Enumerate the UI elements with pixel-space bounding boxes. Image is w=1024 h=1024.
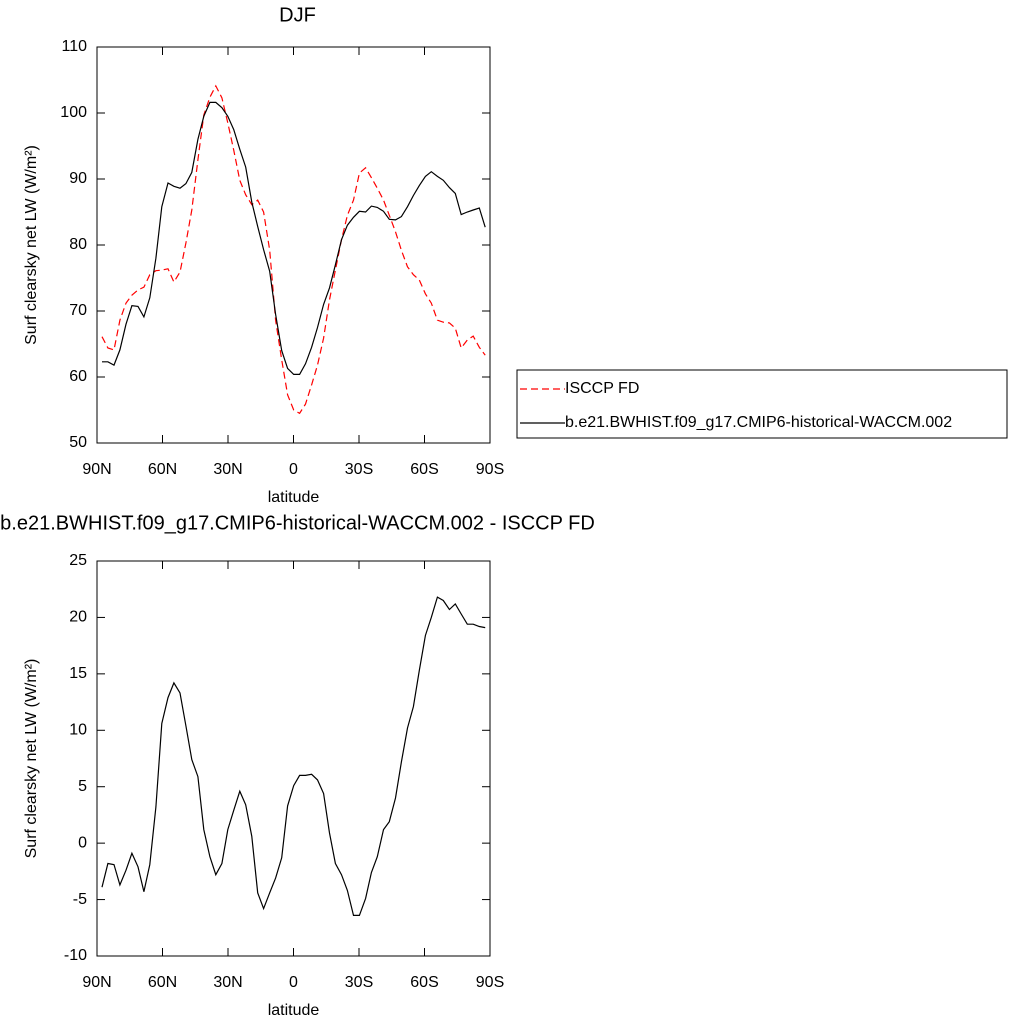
plot-frame <box>96 560 491 957</box>
y-tick-label: 15 <box>69 665 87 682</box>
y-tick-label: 0 <box>78 834 87 851</box>
data-line <box>101 84 486 415</box>
plot-frame <box>96 46 491 444</box>
y-tick-label: 50 <box>69 434 87 451</box>
x-tick-label: 60S <box>410 974 438 991</box>
y-tick-label: 60 <box>69 368 87 385</box>
y-tick-label: 70 <box>69 302 87 319</box>
data-line <box>101 596 486 916</box>
data-line <box>102 101 486 375</box>
x-tick-label: 90N <box>82 974 111 991</box>
y-tick-label: 20 <box>69 609 87 626</box>
x-tick-label: 60N <box>148 461 177 478</box>
chart-title: b.e21.BWHIST.f09_g17.CMIP6-historical-WA… <box>0 512 595 534</box>
x-tick-label: 90N <box>82 461 111 478</box>
legend-label: b.e21.BWHIST.f09_g17.CMIP6-historical-WA… <box>565 414 952 431</box>
y-tick-label: 110 <box>61 38 87 55</box>
x-axis-label: latitude <box>268 1002 320 1019</box>
x-tick-label: 90S <box>476 974 504 991</box>
y-tick-label: 80 <box>69 236 87 253</box>
x-tick-label: 30S <box>345 974 373 991</box>
chart-title: DJF <box>279 4 316 26</box>
y-tick-label: 10 <box>69 722 87 739</box>
x-tick-label: 60S <box>410 461 438 478</box>
x-tick-label: 60N <box>148 974 177 991</box>
y-tick-label: -10 <box>64 947 87 964</box>
y-tick-label: 100 <box>60 104 87 121</box>
x-tick-label: 0 <box>289 974 298 991</box>
y-tick-label: -5 <box>73 891 87 908</box>
y-tick-label: 90 <box>69 170 87 187</box>
y-tick-label: 25 <box>69 552 87 569</box>
legend-label: ISCCP FD <box>565 380 639 397</box>
x-tick-label: 30N <box>213 461 242 478</box>
legend-box <box>516 369 1008 439</box>
y-tick-label: 5 <box>78 778 87 795</box>
x-tick-label: 30N <box>213 974 242 991</box>
x-tick-label: 0 <box>289 461 298 478</box>
x-tick-label: 30S <box>345 461 373 478</box>
x-tick-label: 90S <box>476 461 504 478</box>
y-axis-label: Surf clearsky net LW (W/m²) <box>23 659 40 859</box>
x-axis-label: latitude <box>268 489 320 506</box>
y-axis-label: Surf clearsky net LW (W/m²) <box>23 145 40 345</box>
